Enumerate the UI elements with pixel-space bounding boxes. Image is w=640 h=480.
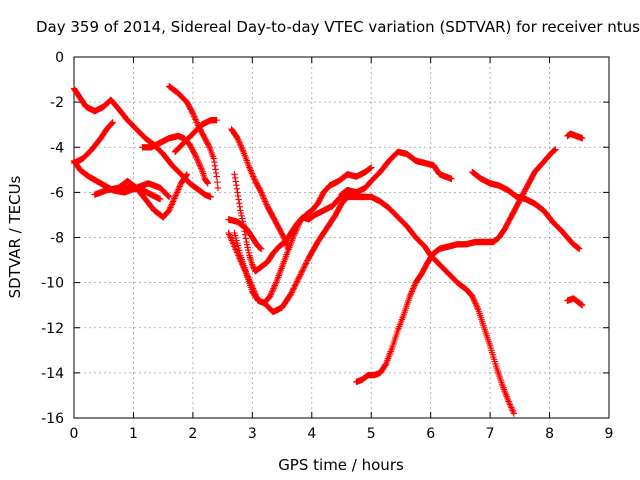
x-tick-label: 1 (129, 426, 138, 442)
series-track-5 (115, 171, 191, 221)
plot-frame (73, 56, 610, 419)
series-track-12 (228, 126, 292, 252)
y-tick-label: -12 (41, 321, 64, 337)
x-tick-label: 3 (248, 426, 257, 442)
series-track-3 (70, 157, 173, 201)
chart-title: Day 359 of 2014, Sidereal Day-to-day VTE… (36, 18, 640, 36)
plus-markers (469, 168, 583, 252)
plus-markers (353, 146, 559, 386)
plus-markers (564, 295, 586, 309)
series-track-2 (70, 119, 116, 167)
series-track-15 (353, 146, 559, 386)
series-track-14 (338, 148, 455, 198)
y-tick-labels: 0 -2 -4 -6 -8 -10 -12 -14 -16 (41, 50, 64, 427)
series-track-18 (564, 295, 586, 309)
plus-markers (171, 117, 220, 155)
y-tick-label: -6 (50, 185, 64, 201)
plus-markers (70, 157, 173, 201)
x-tick-label: 8 (545, 426, 554, 442)
series-track-8 (171, 117, 220, 155)
x-tick-label: 2 (188, 426, 197, 442)
plus-markers (115, 171, 191, 221)
series-track-7 (165, 83, 222, 192)
y-tick-label: 0 (55, 50, 64, 66)
y-tick-label: -10 (41, 276, 64, 292)
plus-markers (228, 126, 292, 252)
y-axis-label: SDTVAR / TECUs (6, 175, 24, 298)
x-tick-label: 7 (486, 426, 495, 442)
x-tick-label: 9 (605, 426, 614, 442)
plus-markers (165, 83, 222, 192)
series-track-1 (70, 85, 214, 201)
series-track-11 (231, 171, 518, 417)
plus-markers (70, 85, 214, 201)
y-tick-label: -14 (41, 366, 64, 382)
plus-markers (231, 171, 518, 417)
grid (74, 57, 609, 418)
series-track-13 (231, 193, 369, 316)
y-tick-label: -4 (50, 140, 64, 156)
x-tick-label: 6 (426, 426, 435, 442)
y-tick-label: -2 (50, 95, 64, 111)
plus-markers (564, 130, 586, 142)
x-tick-label: 4 (307, 426, 316, 442)
x-tick-label: 5 (367, 426, 376, 442)
plus-markers (338, 148, 455, 198)
series-track-17 (564, 130, 586, 142)
plus-markers (231, 193, 369, 316)
x-tick-label: 0 (70, 426, 79, 442)
data-series (70, 83, 586, 417)
plus-markers (70, 119, 116, 167)
x-tick-labels: 0 1 2 3 4 5 6 7 8 9 (70, 426, 614, 442)
y-tick-label: -16 (41, 411, 64, 427)
series-track-16 (469, 168, 583, 252)
y-tick-label: -8 (50, 231, 64, 247)
x-axis-label: GPS time / hours (278, 456, 404, 474)
